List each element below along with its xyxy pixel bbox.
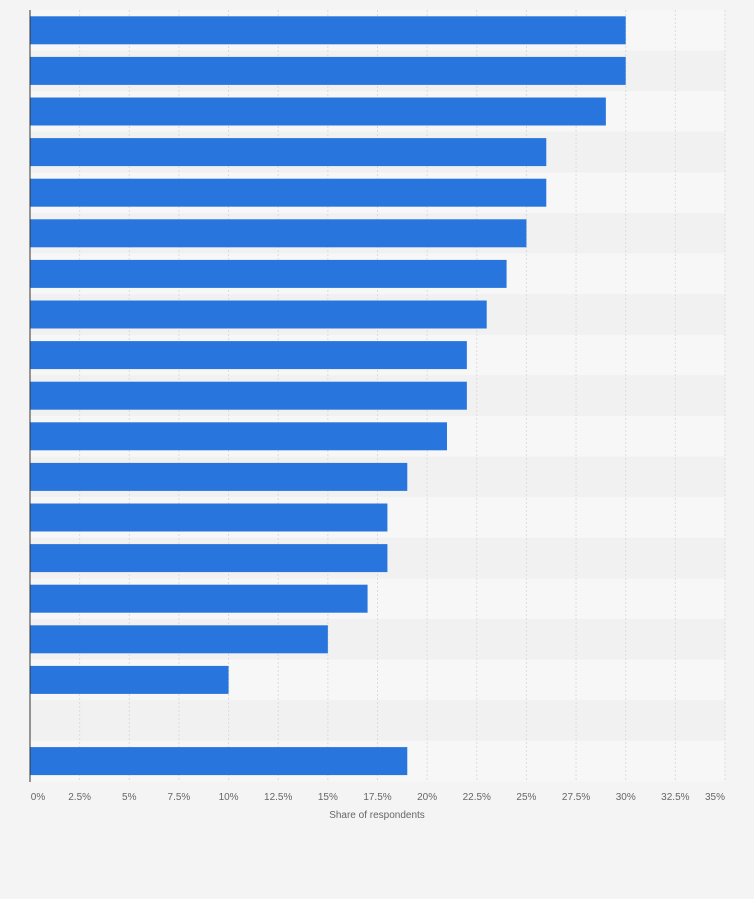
x-tick-label: 17.5% xyxy=(363,792,391,803)
bar[interactable] xyxy=(30,747,408,776)
bar[interactable] xyxy=(30,178,547,207)
bar[interactable] xyxy=(30,16,626,45)
bar[interactable] xyxy=(30,341,467,370)
x-axis-ticks: 0% 2.5% 5% 7.5% 10% 12.5% 15% 17.5% 20% 22.5% 25% 2… xyxy=(31,792,725,803)
bar[interactable] xyxy=(30,544,388,573)
bars xyxy=(30,16,626,776)
x-tick-label: 27.5% xyxy=(562,792,590,803)
x-tick-label: 12.5% xyxy=(264,792,292,803)
x-tick-label: 20% xyxy=(417,792,437,803)
bar[interactable] xyxy=(30,462,408,491)
bar[interactable] xyxy=(30,625,328,654)
x-axis-title: Share of respondents xyxy=(329,810,425,821)
bar[interactable] xyxy=(30,422,447,451)
bar[interactable] xyxy=(30,219,527,248)
bar[interactable] xyxy=(30,300,487,329)
bar[interactable] xyxy=(30,665,229,694)
bar[interactable] xyxy=(30,503,388,532)
x-tick-label: 35% xyxy=(705,792,725,803)
bar[interactable] xyxy=(30,138,547,167)
bar[interactable] xyxy=(30,584,368,613)
x-tick-label: 30% xyxy=(616,792,636,803)
x-tick-label: 25% xyxy=(516,792,536,803)
bar[interactable] xyxy=(30,381,467,410)
bar[interactable] xyxy=(30,97,606,126)
bar[interactable] xyxy=(30,56,626,85)
x-tick-label: 5% xyxy=(122,792,137,803)
x-tick-label: 10% xyxy=(219,792,239,803)
x-tick-label: 15% xyxy=(318,792,338,803)
x-tick-label: 0% xyxy=(31,792,46,803)
x-tick-label: 22.5% xyxy=(463,792,491,803)
x-tick-label: 32.5% xyxy=(661,792,689,803)
x-tick-label: 7.5% xyxy=(168,792,191,803)
x-tick-label: 2.5% xyxy=(68,792,91,803)
bar[interactable] xyxy=(30,259,507,288)
